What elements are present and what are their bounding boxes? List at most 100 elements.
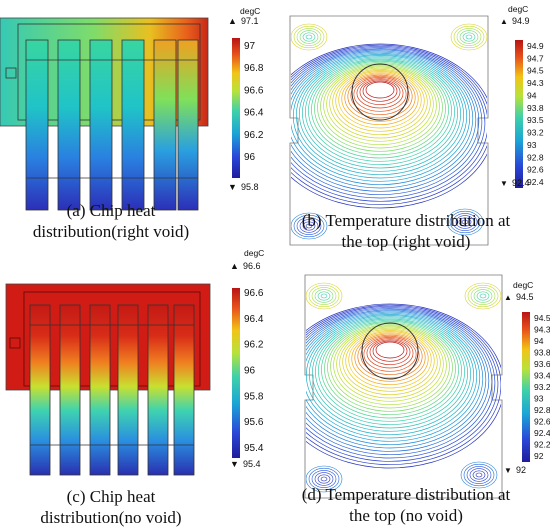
caption-a: (a) Chip heat distribution(right void): [0, 200, 222, 242]
colorbar-c-unit: degC: [244, 248, 264, 258]
void-circle: [351, 63, 409, 121]
isotherm-line: [354, 333, 426, 382]
colorbar-tick-label: 92.8: [534, 405, 550, 415]
isotherm-line: [453, 25, 485, 49]
panel-a-chip-heat-map: 97 96.8 96.6 96.4 96.2 96 degC ▲ 97.1 ▼ 95.8: [0, 6, 264, 211]
isotherm-line: [356, 78, 404, 109]
isotherm-line: [327, 323, 453, 412]
isotherm-line: [291, 49, 480, 192]
isotherm-line: [365, 81, 395, 99]
isotherm-line: [302, 32, 316, 42]
isotherm-line: [332, 68, 428, 136]
isotherm-line: [362, 80, 398, 102]
isotherm-line: [305, 34, 313, 40]
colorbar-c: [232, 288, 240, 458]
isotherm-line: [291, 43, 487, 209]
colorbar-d-max: 94.5: [516, 292, 534, 302]
isotherm-line: [344, 73, 416, 122]
max-arrow-icon: ▲: [504, 293, 512, 302]
colorbar-tick-label: 93.8: [534, 348, 550, 358]
isotherm-line: [291, 212, 328, 240]
isotherm-line: [311, 470, 337, 488]
caption-line: distribution(no void): [40, 508, 182, 527]
isotherm-line: [339, 327, 441, 399]
colorbar-tick-label: 96.2: [244, 130, 264, 141]
isotherm-line: [317, 474, 331, 484]
isotherm-line: [363, 337, 417, 372]
isotherm-line: [446, 208, 484, 236]
isotherm-line: [353, 77, 407, 112]
isotherm-line: [306, 311, 484, 445]
colorbar-tick-label: 94: [527, 90, 537, 100]
colorbar-tick-label: 97: [244, 41, 256, 52]
isotherm-line: [473, 289, 493, 303]
isotherm-line: [299, 219, 319, 233]
colorbar-d: [522, 312, 530, 462]
colorbar-tick-label: 92.6: [534, 417, 550, 427]
colorbar-c-max: 96.6: [243, 261, 261, 271]
colorbar-tick-label: 95.6: [244, 417, 264, 428]
isotherm-line: [455, 215, 475, 229]
colorbar-b-min: 92.4: [512, 178, 530, 188]
isotherm-line: [296, 217, 322, 235]
isotherm-line: [458, 217, 472, 227]
caption-line: (a) Chip heat: [66, 201, 156, 220]
isotherm-line: [348, 331, 432, 389]
isotherm-line: [291, 50, 477, 189]
colorbar-tick-label: 93: [527, 140, 537, 150]
isotherm-line: [449, 210, 481, 234]
colorbar-tick-label: 94.7: [527, 53, 544, 63]
isotherm-line: [463, 463, 495, 487]
isotherm-line: [470, 287, 496, 305]
isotherm-line: [475, 472, 483, 478]
pillar-group: [25, 39, 199, 211]
colorbar-tick-label: 94.5: [534, 313, 550, 323]
isotherm-line: [456, 28, 482, 46]
isotherm-line: [342, 328, 438, 396]
caption-line: (d) Temperature distribution at: [301, 485, 511, 504]
isotherm-line: [308, 59, 452, 162]
colorbar-a-unit: degC: [240, 6, 260, 16]
pillar-group: [29, 304, 195, 476]
colorbar-tick-label: 93.6: [534, 359, 550, 369]
isotherm-line: [293, 25, 325, 49]
isotherm-line: [351, 332, 429, 386]
colorbar-tick-label: 92: [534, 451, 544, 461]
isotherm-line: [315, 318, 465, 426]
isotherm-line: [323, 65, 437, 146]
void-circle: [361, 322, 419, 380]
isotherm-line: [465, 34, 473, 40]
chip-side-tab: [5, 67, 17, 79]
isotherm-line: [291, 51, 474, 185]
caption-line: (c) Chip heat: [66, 487, 156, 506]
isotherm-line: [305, 58, 455, 166]
isotherm-line: [372, 340, 408, 362]
isotherm-line: [329, 67, 431, 139]
caption-d: (d) Temperature distribution at the top …: [262, 484, 550, 526]
isotherm-line: [366, 338, 414, 369]
panel-b-top-temperature-contours: 94.9 94.7 94.5 94.3 94 93.8 93.5 93.2 93 92.8 92.6…: [289, 4, 544, 246]
isotherm-line: [314, 289, 334, 303]
isotherm-line: [330, 324, 450, 409]
isotherm-line: [314, 62, 446, 156]
colorbar-tick-label: 92.4: [534, 428, 550, 438]
isotherm-line: [345, 330, 435, 392]
colorbar-tick-label: 96: [244, 366, 256, 377]
colorbar-tick-label: 96.6: [244, 85, 264, 96]
colorbar-b-max: 94.9: [512, 16, 530, 26]
chip-side-tab: [9, 337, 21, 349]
min-arrow-icon: ▼: [230, 459, 239, 469]
isotherm-line: [291, 52, 471, 182]
isotherm-line: [333, 325, 447, 406]
caption-line: distribution(right void): [32, 222, 190, 241]
isotherm-line: [298, 56, 462, 172]
colorbar-tick-label: 94: [534, 336, 544, 346]
isotherm-line: [314, 472, 334, 486]
isotherm-line: [459, 30, 479, 44]
isotherm-line: [479, 293, 487, 299]
isotherm-line: [311, 60, 449, 159]
isotherm-line: [308, 467, 340, 491]
isotherm-line: [320, 476, 328, 482]
min-arrow-icon: ▼: [504, 466, 512, 475]
